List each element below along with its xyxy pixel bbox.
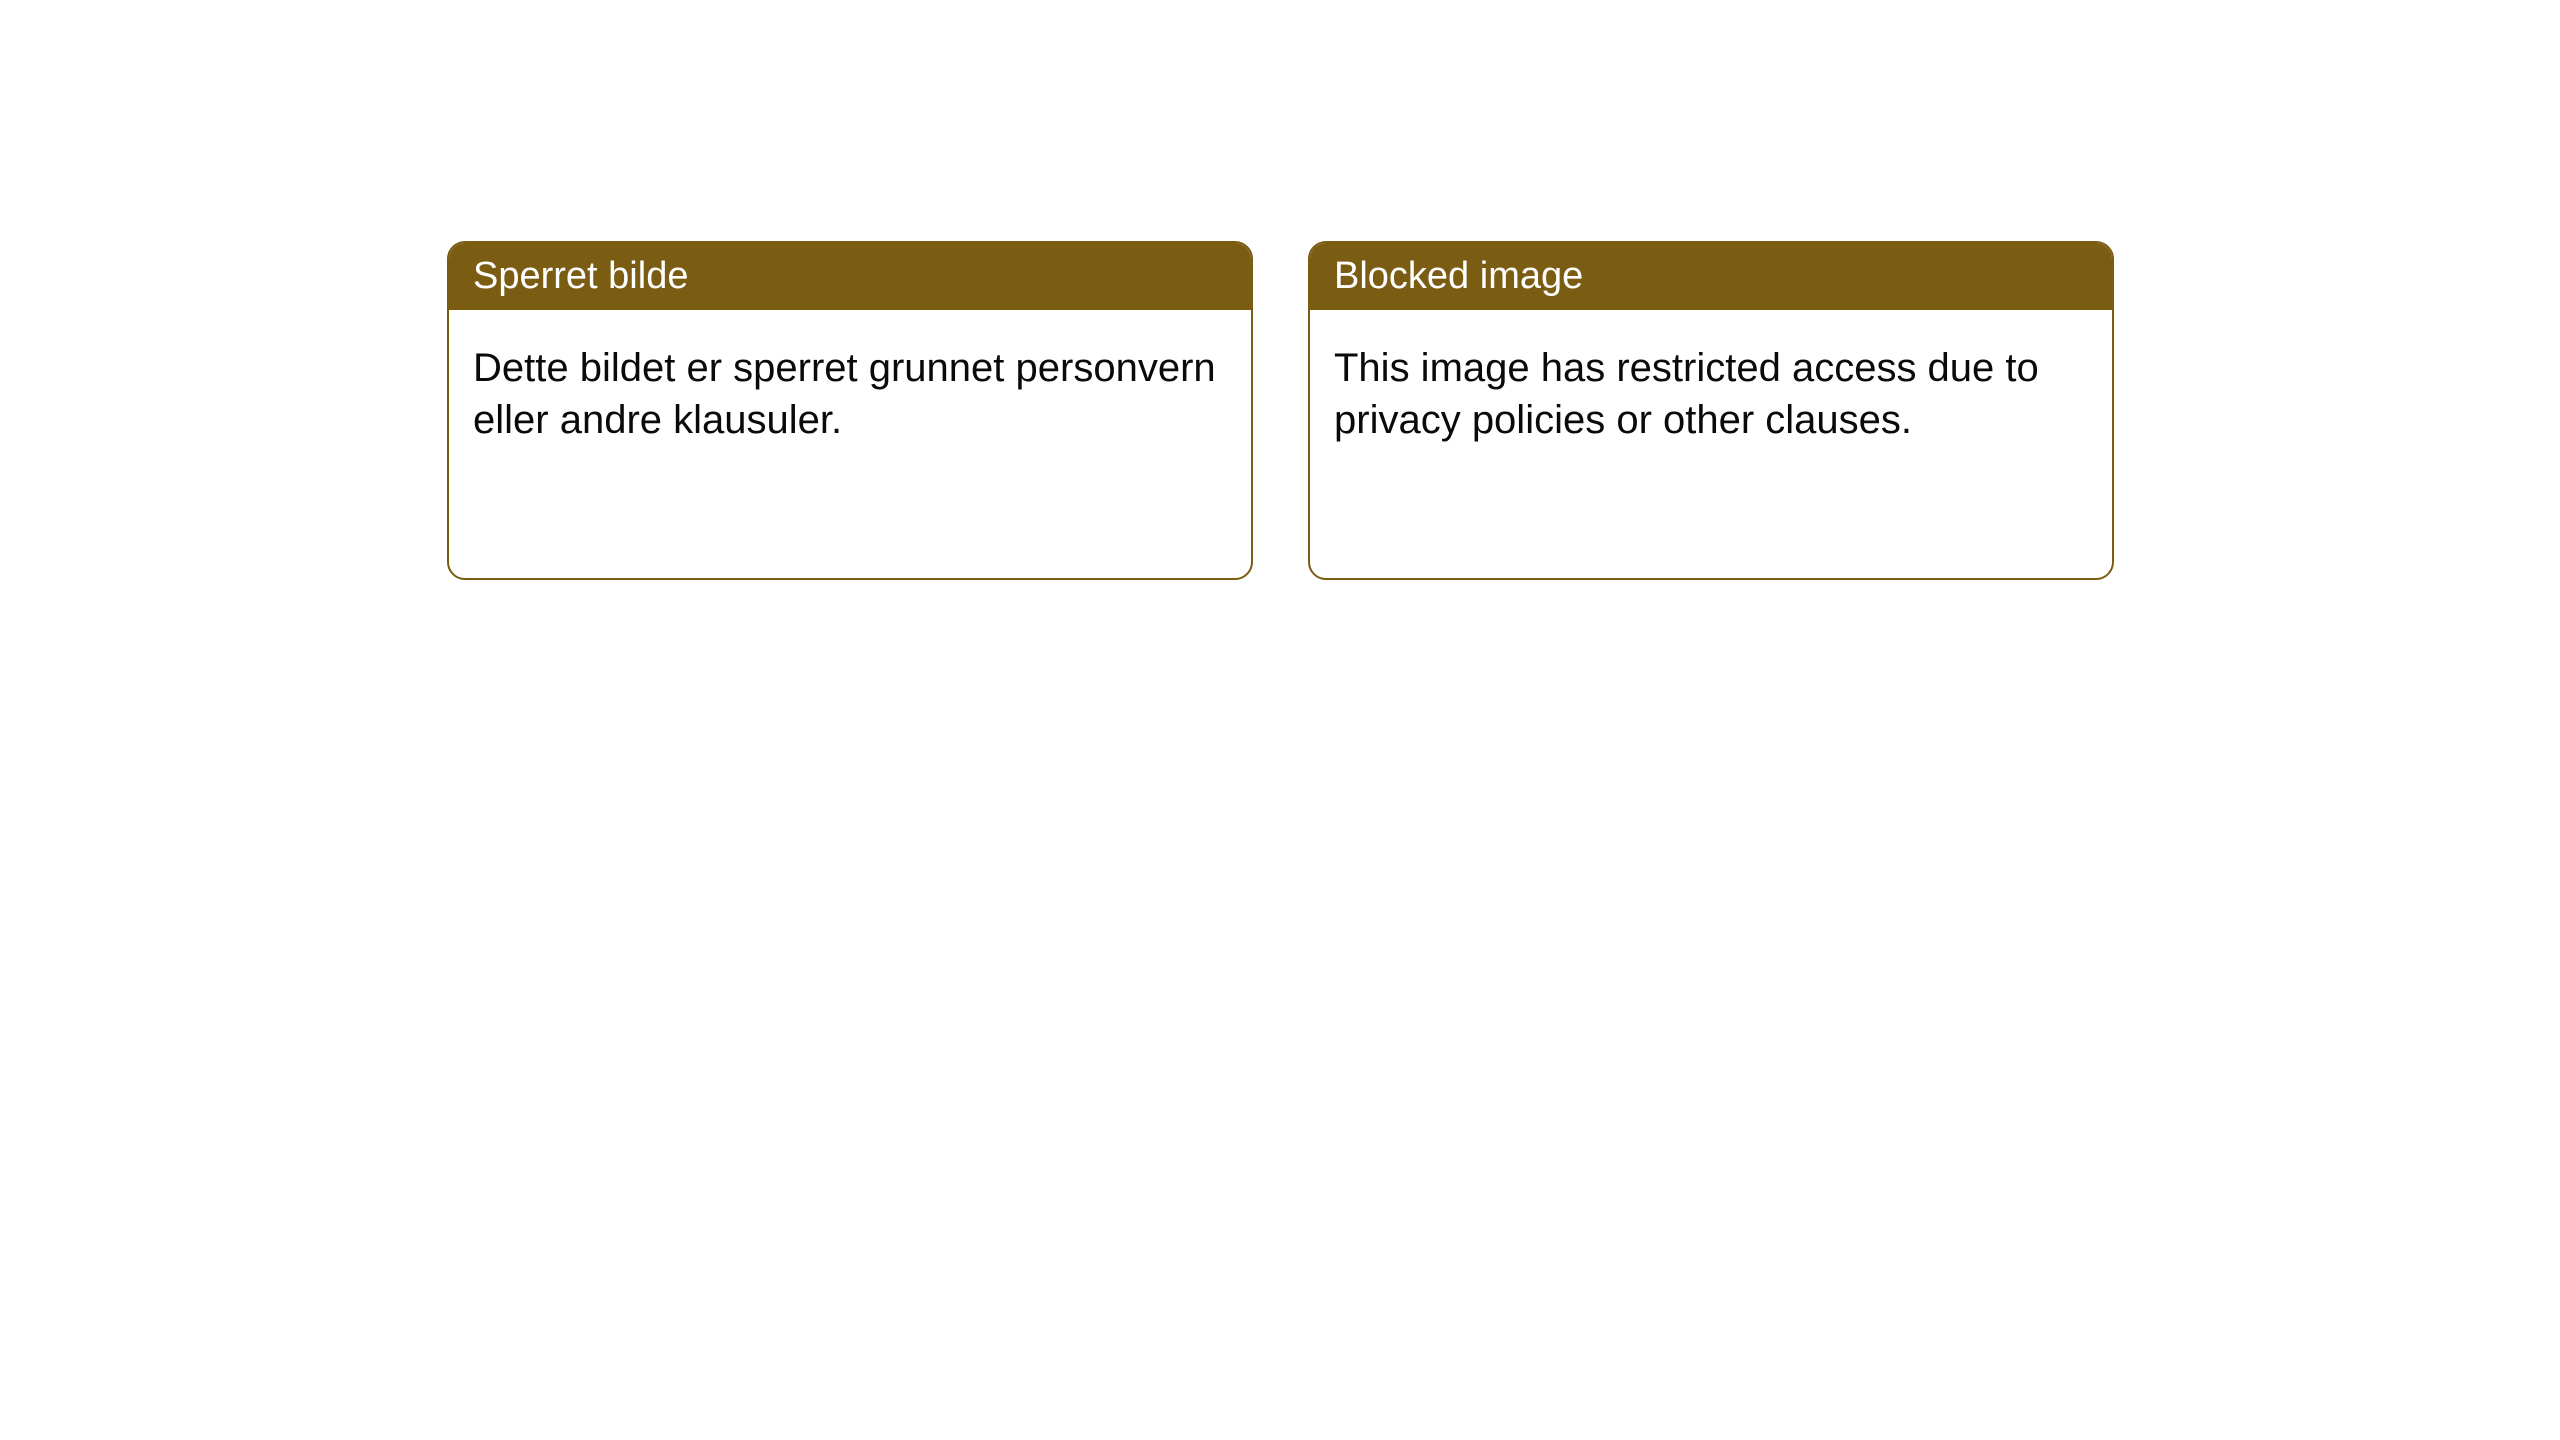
card-header: Sperret bilde	[449, 243, 1251, 310]
card-body-text: This image has restricted access due to …	[1334, 346, 2039, 442]
card-body-text: Dette bildet er sperret grunnet personve…	[473, 346, 1216, 442]
notice-card-english: Blocked image This image has restricted …	[1308, 241, 2114, 580]
card-title: Blocked image	[1334, 255, 1583, 297]
card-body: This image has restricted access due to …	[1310, 310, 2112, 478]
card-title: Sperret bilde	[473, 255, 688, 297]
notice-cards-container: Sperret bilde Dette bildet er sperret gr…	[447, 241, 2114, 580]
notice-card-norwegian: Sperret bilde Dette bildet er sperret gr…	[447, 241, 1253, 580]
card-body: Dette bildet er sperret grunnet personve…	[449, 310, 1251, 478]
card-header: Blocked image	[1310, 243, 2112, 310]
